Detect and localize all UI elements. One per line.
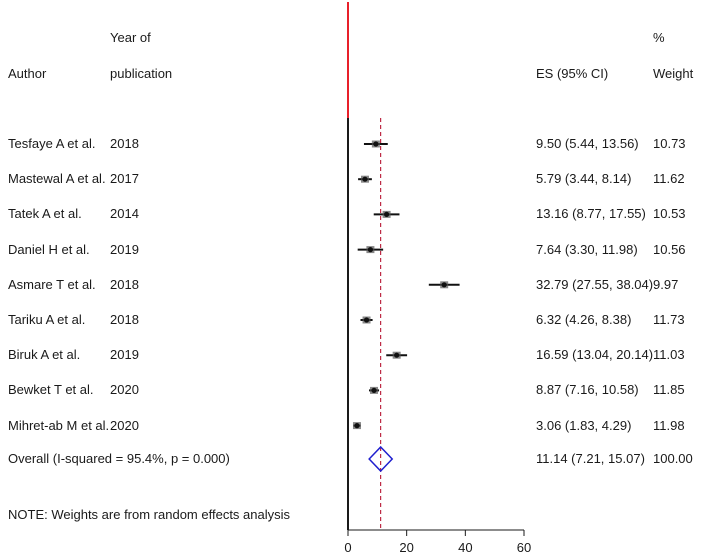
study-es-text: 13.16 (8.77, 17.55)	[536, 206, 646, 221]
study-point	[373, 141, 379, 147]
es-header: ES (95% CI)	[536, 66, 609, 81]
study-year: 2018	[110, 312, 139, 327]
year-header-line2: publication	[110, 66, 173, 81]
study-author: Tesfaye A et al.	[8, 136, 96, 151]
x-tick-label: 20	[399, 540, 413, 555]
weight-header-line2: Weight	[653, 66, 694, 81]
study-point	[394, 352, 400, 358]
study-es-text: 6.32 (4.26, 8.38)	[536, 312, 632, 327]
overall-diamond	[368, 445, 394, 473]
study-es-text: 7.64 (3.30, 11.98)	[536, 242, 638, 257]
overall-label: Overall (I-squared = 95.4%, p = 0.000)	[8, 451, 230, 466]
overall-weight: 100.00	[653, 451, 693, 466]
study-es-text: 32.79 (27.55, 38.04)	[536, 277, 654, 292]
study-point	[441, 282, 447, 288]
study-year: 2020	[110, 382, 139, 397]
random-effects-note: NOTE: Weights are from random effects an…	[8, 507, 291, 522]
study-weight: 9.97	[653, 277, 679, 292]
study-author: Mihret-ab M et al.	[8, 418, 110, 433]
study-year: 2014	[110, 206, 139, 221]
study-author: Tatek A et al.	[8, 206, 82, 221]
study-year: 2018	[110, 277, 139, 292]
study-weight: 10.53	[653, 206, 686, 221]
study-author: Mastewal A et al.	[8, 171, 106, 186]
study-year: 2019	[110, 242, 139, 257]
weight-header-line1: %	[653, 30, 665, 45]
overall-es-text: 11.14 (7.21, 15.07)	[536, 451, 645, 466]
study-es-text: 3.06 (1.83, 4.29)	[536, 418, 632, 433]
study-weight: 11.98	[653, 418, 685, 433]
study-point	[367, 247, 374, 253]
study-point	[362, 176, 368, 182]
x-tick-label: 60	[517, 540, 531, 555]
study-point	[354, 423, 360, 429]
study-author: Asmare T et al.	[8, 277, 96, 292]
year-header-line1: Year of	[110, 30, 151, 45]
study-weight: 11.62	[653, 171, 685, 186]
study-es-text: 9.50 (5.44, 13.56)	[536, 136, 639, 151]
study-weight: 10.73	[653, 136, 686, 151]
study-es-text: 16.59 (13.04, 20.14)	[536, 347, 654, 362]
study-weight: 11.85	[653, 382, 685, 397]
study-weight: 11.03	[653, 347, 685, 362]
study-author: Biruk A et al.	[8, 347, 81, 362]
study-point	[384, 211, 390, 217]
study-author: Daniel H et al.	[8, 242, 90, 257]
study-weight: 10.56	[653, 242, 686, 257]
x-tick-label: 0	[344, 540, 351, 555]
study-point	[363, 317, 370, 323]
study-author: Tariku A et al.	[8, 312, 86, 327]
study-point	[371, 387, 377, 393]
study-year: 2017	[110, 171, 139, 186]
study-es-text: 5.79 (3.44, 8.14)	[536, 171, 632, 186]
study-author: Bewket T et al.	[8, 382, 94, 397]
x-tick-label: 40	[458, 540, 472, 555]
author-header: Author	[8, 66, 47, 81]
study-year: 2019	[110, 347, 139, 362]
study-es-text: 8.87 (7.16, 10.58)	[536, 382, 639, 397]
study-year: 2020	[110, 418, 139, 433]
study-weight: 11.73	[653, 312, 685, 327]
study-year: 2018	[110, 136, 139, 151]
